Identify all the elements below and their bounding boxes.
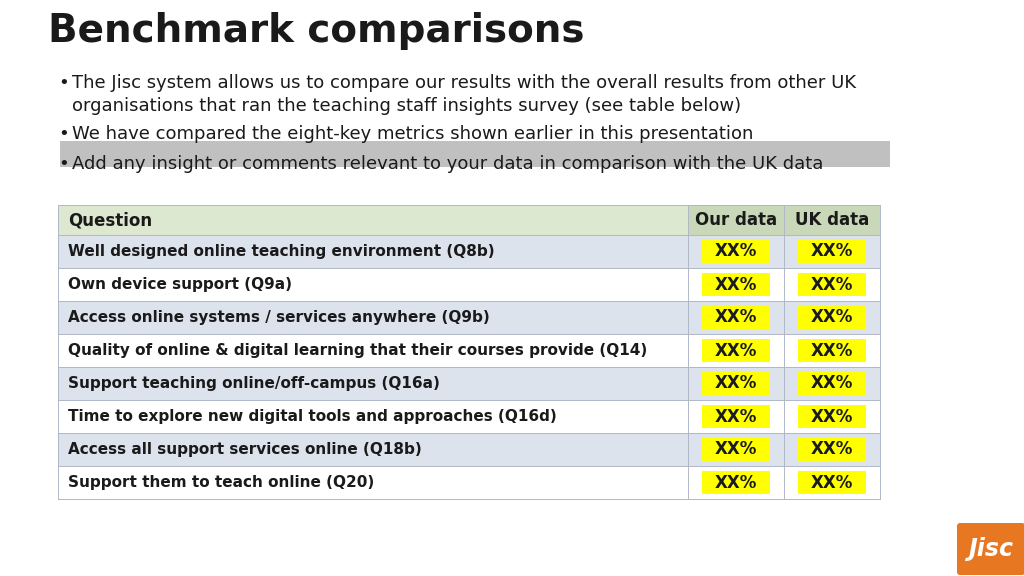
Text: Time to explore new digital tools and approaches (Q16d): Time to explore new digital tools and ap… <box>68 409 557 424</box>
Text: Add any insight or comments relevant to your data in comparison with the UK data: Add any insight or comments relevant to … <box>72 155 823 173</box>
FancyBboxPatch shape <box>58 235 688 268</box>
FancyBboxPatch shape <box>702 471 770 494</box>
FancyBboxPatch shape <box>702 240 770 263</box>
FancyBboxPatch shape <box>58 268 688 301</box>
Text: Well designed online teaching environment (Q8b): Well designed online teaching environmen… <box>68 244 495 259</box>
FancyBboxPatch shape <box>798 438 866 461</box>
Text: Question: Question <box>68 211 153 229</box>
Text: Jisc: Jisc <box>969 537 1014 561</box>
FancyBboxPatch shape <box>58 466 688 499</box>
Text: Own device support (Q9a): Own device support (Q9a) <box>68 277 292 292</box>
FancyBboxPatch shape <box>688 400 784 433</box>
Text: We have compared the eight-key metrics shown earlier in this presentation: We have compared the eight-key metrics s… <box>72 125 754 143</box>
Text: XX%: XX% <box>715 407 757 426</box>
Text: XX%: XX% <box>811 374 853 392</box>
FancyBboxPatch shape <box>798 240 866 263</box>
Text: XX%: XX% <box>715 473 757 491</box>
FancyBboxPatch shape <box>688 268 784 301</box>
FancyBboxPatch shape <box>688 466 784 499</box>
FancyBboxPatch shape <box>58 367 688 400</box>
Text: XX%: XX% <box>715 242 757 260</box>
FancyBboxPatch shape <box>58 301 688 334</box>
Text: XX%: XX% <box>811 473 853 491</box>
FancyBboxPatch shape <box>702 339 770 362</box>
Text: The Jisc system allows us to compare our results with the overall results from o: The Jisc system allows us to compare our… <box>72 74 856 115</box>
Text: Quality of online & digital learning that their courses provide (Q14): Quality of online & digital learning tha… <box>68 343 647 358</box>
FancyBboxPatch shape <box>702 438 770 461</box>
Text: Benchmark comparisons: Benchmark comparisons <box>48 12 585 50</box>
Text: •: • <box>58 155 69 173</box>
FancyBboxPatch shape <box>784 367 880 400</box>
FancyBboxPatch shape <box>784 205 880 235</box>
Text: XX%: XX% <box>715 342 757 359</box>
Text: XX%: XX% <box>811 242 853 260</box>
FancyBboxPatch shape <box>58 334 688 367</box>
Text: •: • <box>58 125 69 143</box>
FancyBboxPatch shape <box>688 334 784 367</box>
FancyBboxPatch shape <box>688 205 784 235</box>
FancyBboxPatch shape <box>784 268 880 301</box>
FancyBboxPatch shape <box>798 471 866 494</box>
Text: Support teaching online/off-campus (Q16a): Support teaching online/off-campus (Q16a… <box>68 376 440 391</box>
Text: Support them to teach online (Q20): Support them to teach online (Q20) <box>68 475 374 490</box>
FancyBboxPatch shape <box>784 433 880 466</box>
FancyBboxPatch shape <box>784 235 880 268</box>
Text: XX%: XX% <box>811 407 853 426</box>
FancyBboxPatch shape <box>58 400 688 433</box>
Text: Access all support services online (Q18b): Access all support services online (Q18b… <box>68 442 422 457</box>
FancyBboxPatch shape <box>784 466 880 499</box>
Text: XX%: XX% <box>811 441 853 458</box>
Text: •: • <box>58 74 69 92</box>
Text: Our data: Our data <box>695 211 777 229</box>
FancyBboxPatch shape <box>784 334 880 367</box>
Text: XX%: XX% <box>811 309 853 327</box>
FancyBboxPatch shape <box>688 433 784 466</box>
FancyBboxPatch shape <box>957 523 1024 575</box>
FancyBboxPatch shape <box>798 372 866 395</box>
Text: XX%: XX% <box>811 342 853 359</box>
FancyBboxPatch shape <box>798 306 866 329</box>
FancyBboxPatch shape <box>702 372 770 395</box>
FancyBboxPatch shape <box>798 405 866 428</box>
FancyBboxPatch shape <box>58 433 688 466</box>
Text: XX%: XX% <box>811 275 853 294</box>
FancyBboxPatch shape <box>58 205 688 235</box>
FancyBboxPatch shape <box>784 301 880 334</box>
Text: XX%: XX% <box>715 275 757 294</box>
FancyBboxPatch shape <box>688 235 784 268</box>
FancyBboxPatch shape <box>702 273 770 296</box>
FancyBboxPatch shape <box>702 306 770 329</box>
FancyBboxPatch shape <box>798 339 866 362</box>
FancyBboxPatch shape <box>688 301 784 334</box>
FancyBboxPatch shape <box>702 405 770 428</box>
Text: XX%: XX% <box>715 374 757 392</box>
Text: Access online systems / services anywhere (Q9b): Access online systems / services anywher… <box>68 310 489 325</box>
FancyBboxPatch shape <box>60 141 890 167</box>
Text: UK data: UK data <box>795 211 869 229</box>
FancyBboxPatch shape <box>798 273 866 296</box>
FancyBboxPatch shape <box>784 400 880 433</box>
Text: XX%: XX% <box>715 309 757 327</box>
FancyBboxPatch shape <box>688 367 784 400</box>
Text: XX%: XX% <box>715 441 757 458</box>
